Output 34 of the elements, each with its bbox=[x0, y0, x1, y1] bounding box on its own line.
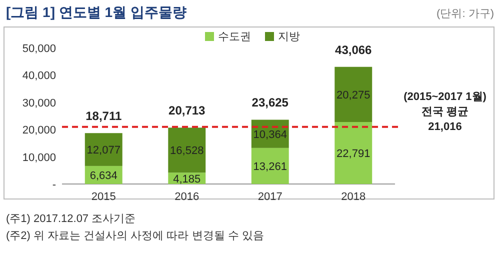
bar bbox=[168, 128, 206, 173]
total-label: 20,713 bbox=[168, 104, 206, 118]
data-label: 16,528 bbox=[170, 145, 204, 158]
y-tick-label: 40,000 bbox=[22, 70, 56, 82]
y-tick-label: 10,000 bbox=[22, 152, 56, 164]
data-label: 4,185 bbox=[173, 173, 201, 186]
data-label: 22,791 bbox=[336, 148, 370, 160]
data-label: 13,261 bbox=[253, 160, 287, 173]
legend-label: 수도권 bbox=[218, 31, 251, 43]
total-label: 23,625 bbox=[252, 96, 289, 110]
text: (단위: 가구) bbox=[436, 8, 494, 20]
y-tick-label: 50,000 bbox=[22, 43, 56, 55]
bar bbox=[334, 122, 372, 184]
x-tick-label: 2015 bbox=[91, 191, 116, 203]
data-label: 6,634 bbox=[90, 170, 118, 182]
ref-line-label: (2015~2017 1월) 전국 평균 21,016 bbox=[404, 90, 487, 133]
legend-label: 지방 bbox=[278, 31, 300, 43]
text: (주2) 위 자료는 건설사의 사정에 따라 변경될 수 있음 bbox=[6, 230, 264, 242]
total-label: 18,711 bbox=[86, 109, 122, 124]
y-tick-label: 30,000 bbox=[22, 97, 56, 110]
bar bbox=[251, 148, 289, 184]
data-label: 12,077 bbox=[86, 144, 120, 157]
text: (주1) 2017.12.07 조사기준 bbox=[6, 213, 136, 225]
bar bbox=[334, 66, 372, 122]
y-tick-label: 20,000 bbox=[22, 124, 56, 137]
chart-title: [그림 1] 연도별 1월 입주물량 bbox=[6, 4, 186, 20]
y-tick-label: - bbox=[52, 179, 56, 191]
data-label: 10,364 bbox=[253, 128, 287, 141]
x-tick-label: 2016 bbox=[174, 191, 200, 203]
bar bbox=[84, 133, 122, 166]
x-tick-label: 2017 bbox=[258, 191, 282, 203]
total-label: 43,066 bbox=[335, 42, 372, 57]
data-label: 20,275 bbox=[336, 89, 370, 102]
x-tick-label: 2018 bbox=[341, 191, 366, 203]
